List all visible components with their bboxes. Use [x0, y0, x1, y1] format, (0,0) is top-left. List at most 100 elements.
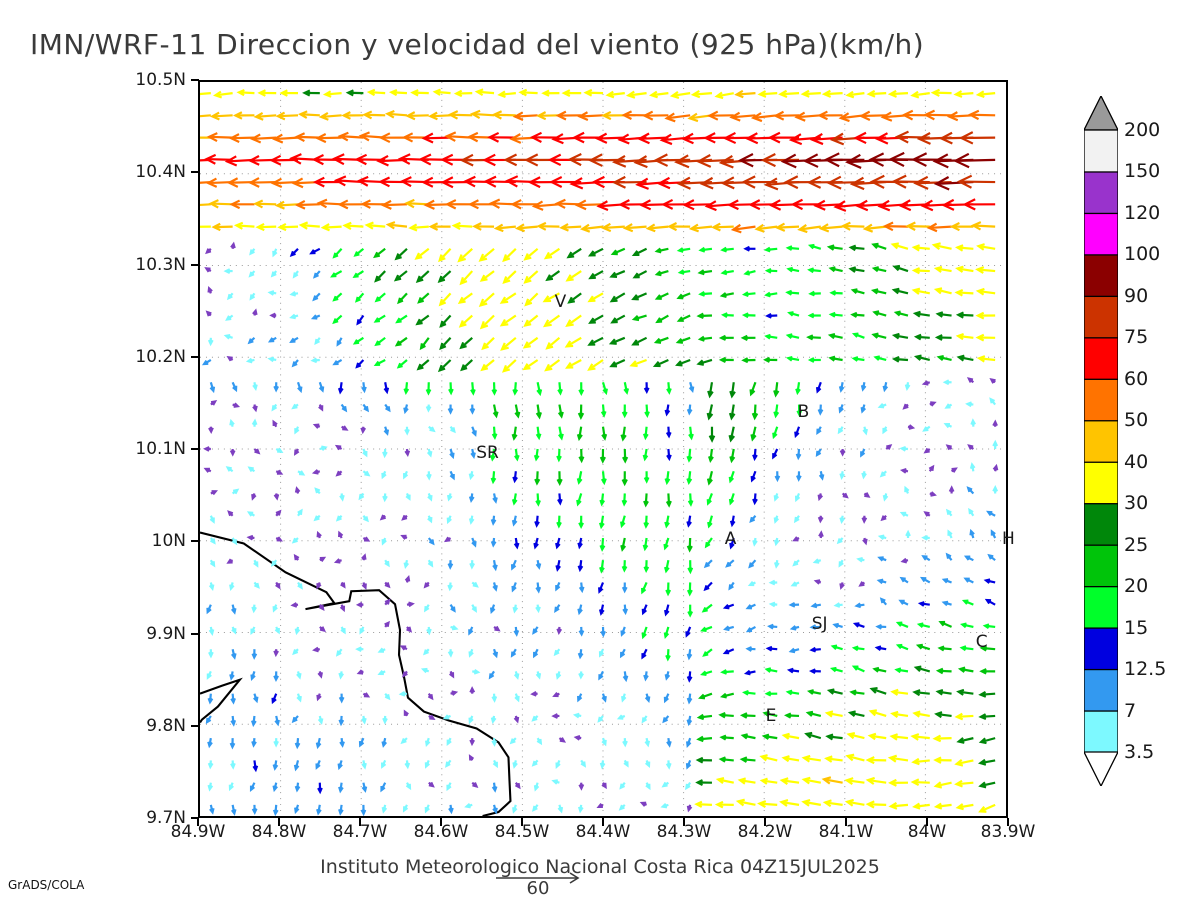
wind-arrow — [442, 714, 451, 720]
wind-arrow — [957, 666, 974, 673]
wind-arrow — [557, 804, 564, 814]
wind-arrow — [248, 270, 256, 278]
wind-arrow — [599, 560, 605, 574]
wind-arrow — [806, 334, 821, 341]
wind-arrow — [354, 292, 365, 303]
wind-arrow — [379, 514, 386, 521]
wind-arrow — [739, 756, 756, 763]
wind-arrow — [677, 269, 691, 275]
wind-arrow — [598, 582, 605, 594]
wind-arrow — [714, 91, 734, 100]
wind-arrow — [555, 582, 561, 592]
wind-arrow — [394, 247, 408, 261]
wind-arrow — [729, 515, 736, 528]
wind-arrow — [207, 760, 214, 770]
wind-arrow — [900, 557, 909, 564]
wind-arrow — [273, 382, 279, 393]
wind-arrow — [289, 290, 299, 297]
wind-arrow — [251, 649, 258, 660]
wind-arrow — [664, 671, 671, 681]
wind-arrow — [317, 671, 323, 679]
wind-arrow — [817, 404, 824, 416]
wind-arrow — [643, 493, 649, 508]
wind-arrow — [706, 493, 713, 506]
colorbar-band — [1084, 170, 1118, 215]
wind-arrow — [851, 645, 865, 652]
wind-arrow — [474, 88, 495, 97]
wind-arrow — [967, 109, 996, 121]
wind-arrow — [511, 515, 518, 527]
x-axis-tick: 84W — [907, 822, 947, 842]
wind-arrow — [598, 515, 605, 530]
wind-arrow — [919, 576, 931, 584]
wind-arrow — [649, 90, 669, 99]
wind-arrow — [536, 382, 543, 397]
wind-arrow — [493, 223, 516, 233]
wind-arrow — [558, 737, 567, 743]
colorbar-top-arrow — [1084, 96, 1118, 131]
wind-arrow — [338, 530, 344, 539]
wind-arrow — [913, 333, 930, 341]
wind-arrow — [360, 426, 367, 435]
wind-arrow — [448, 804, 454, 815]
wind-arrow — [230, 693, 236, 705]
colorbar-band — [1084, 295, 1118, 339]
wind-arrow — [812, 558, 822, 564]
wind-arrow — [653, 336, 669, 344]
wind-arrow — [865, 756, 887, 765]
wind-arrow — [200, 91, 211, 97]
wind-arrow — [355, 646, 364, 652]
wind-arrow — [209, 804, 215, 815]
wind-arrow — [318, 603, 325, 612]
wind-arrow — [467, 199, 495, 210]
wind-arrow — [200, 114, 211, 118]
wind-arrow — [601, 110, 625, 121]
wind-arrow — [871, 332, 887, 339]
wind-arrow — [247, 337, 256, 345]
wind-arrow — [851, 665, 865, 673]
wind-arrow — [666, 448, 672, 462]
wind-arrow — [279, 89, 299, 97]
wind-arrow — [933, 802, 952, 810]
wind-arrow — [210, 490, 218, 496]
wind-arrow — [950, 467, 958, 473]
wind-arrow — [899, 468, 909, 474]
wind-arrow — [534, 515, 540, 528]
colorbar-band — [1084, 419, 1118, 463]
wind-arrow — [686, 448, 693, 463]
colorbar-band — [1084, 668, 1118, 712]
wind-arrow — [398, 691, 408, 697]
wind-arrow — [764, 690, 778, 697]
wind-arrow — [644, 693, 651, 703]
wind-arrow — [337, 760, 343, 771]
wind-arrow — [807, 357, 821, 363]
wind-arrow — [253, 693, 259, 704]
wind-arrow — [576, 426, 583, 442]
wind-arrow — [338, 804, 344, 816]
wind-arrow — [523, 247, 539, 261]
wind-arrow — [826, 175, 865, 190]
wind-arrow — [601, 737, 607, 747]
colorbar-band — [1084, 585, 1118, 629]
footer-credit: Instituto Meteorologico Nacional Costa R… — [320, 856, 880, 878]
wind-arrow — [536, 737, 543, 746]
wind-arrow — [860, 448, 866, 458]
wind-arrow — [846, 731, 865, 740]
wind-arrow — [400, 534, 408, 540]
wind-arrow — [405, 782, 412, 791]
wind-arrow — [447, 582, 453, 592]
wind-arrow — [641, 715, 648, 724]
wind-arrow — [872, 310, 887, 317]
wind-arrow — [718, 756, 734, 763]
wind-arrow — [609, 292, 626, 303]
wind-arrow — [334, 444, 343, 451]
wind-arrow — [978, 737, 996, 745]
wind-arrow — [272, 804, 279, 816]
wind-arrow — [675, 336, 691, 344]
wind-arrow — [629, 358, 647, 368]
wind-arrow — [471, 581, 479, 588]
wind-arrow — [695, 779, 712, 786]
wind-arrow — [598, 648, 605, 658]
wind-arrow — [555, 671, 562, 680]
wind-arrow — [845, 90, 865, 99]
